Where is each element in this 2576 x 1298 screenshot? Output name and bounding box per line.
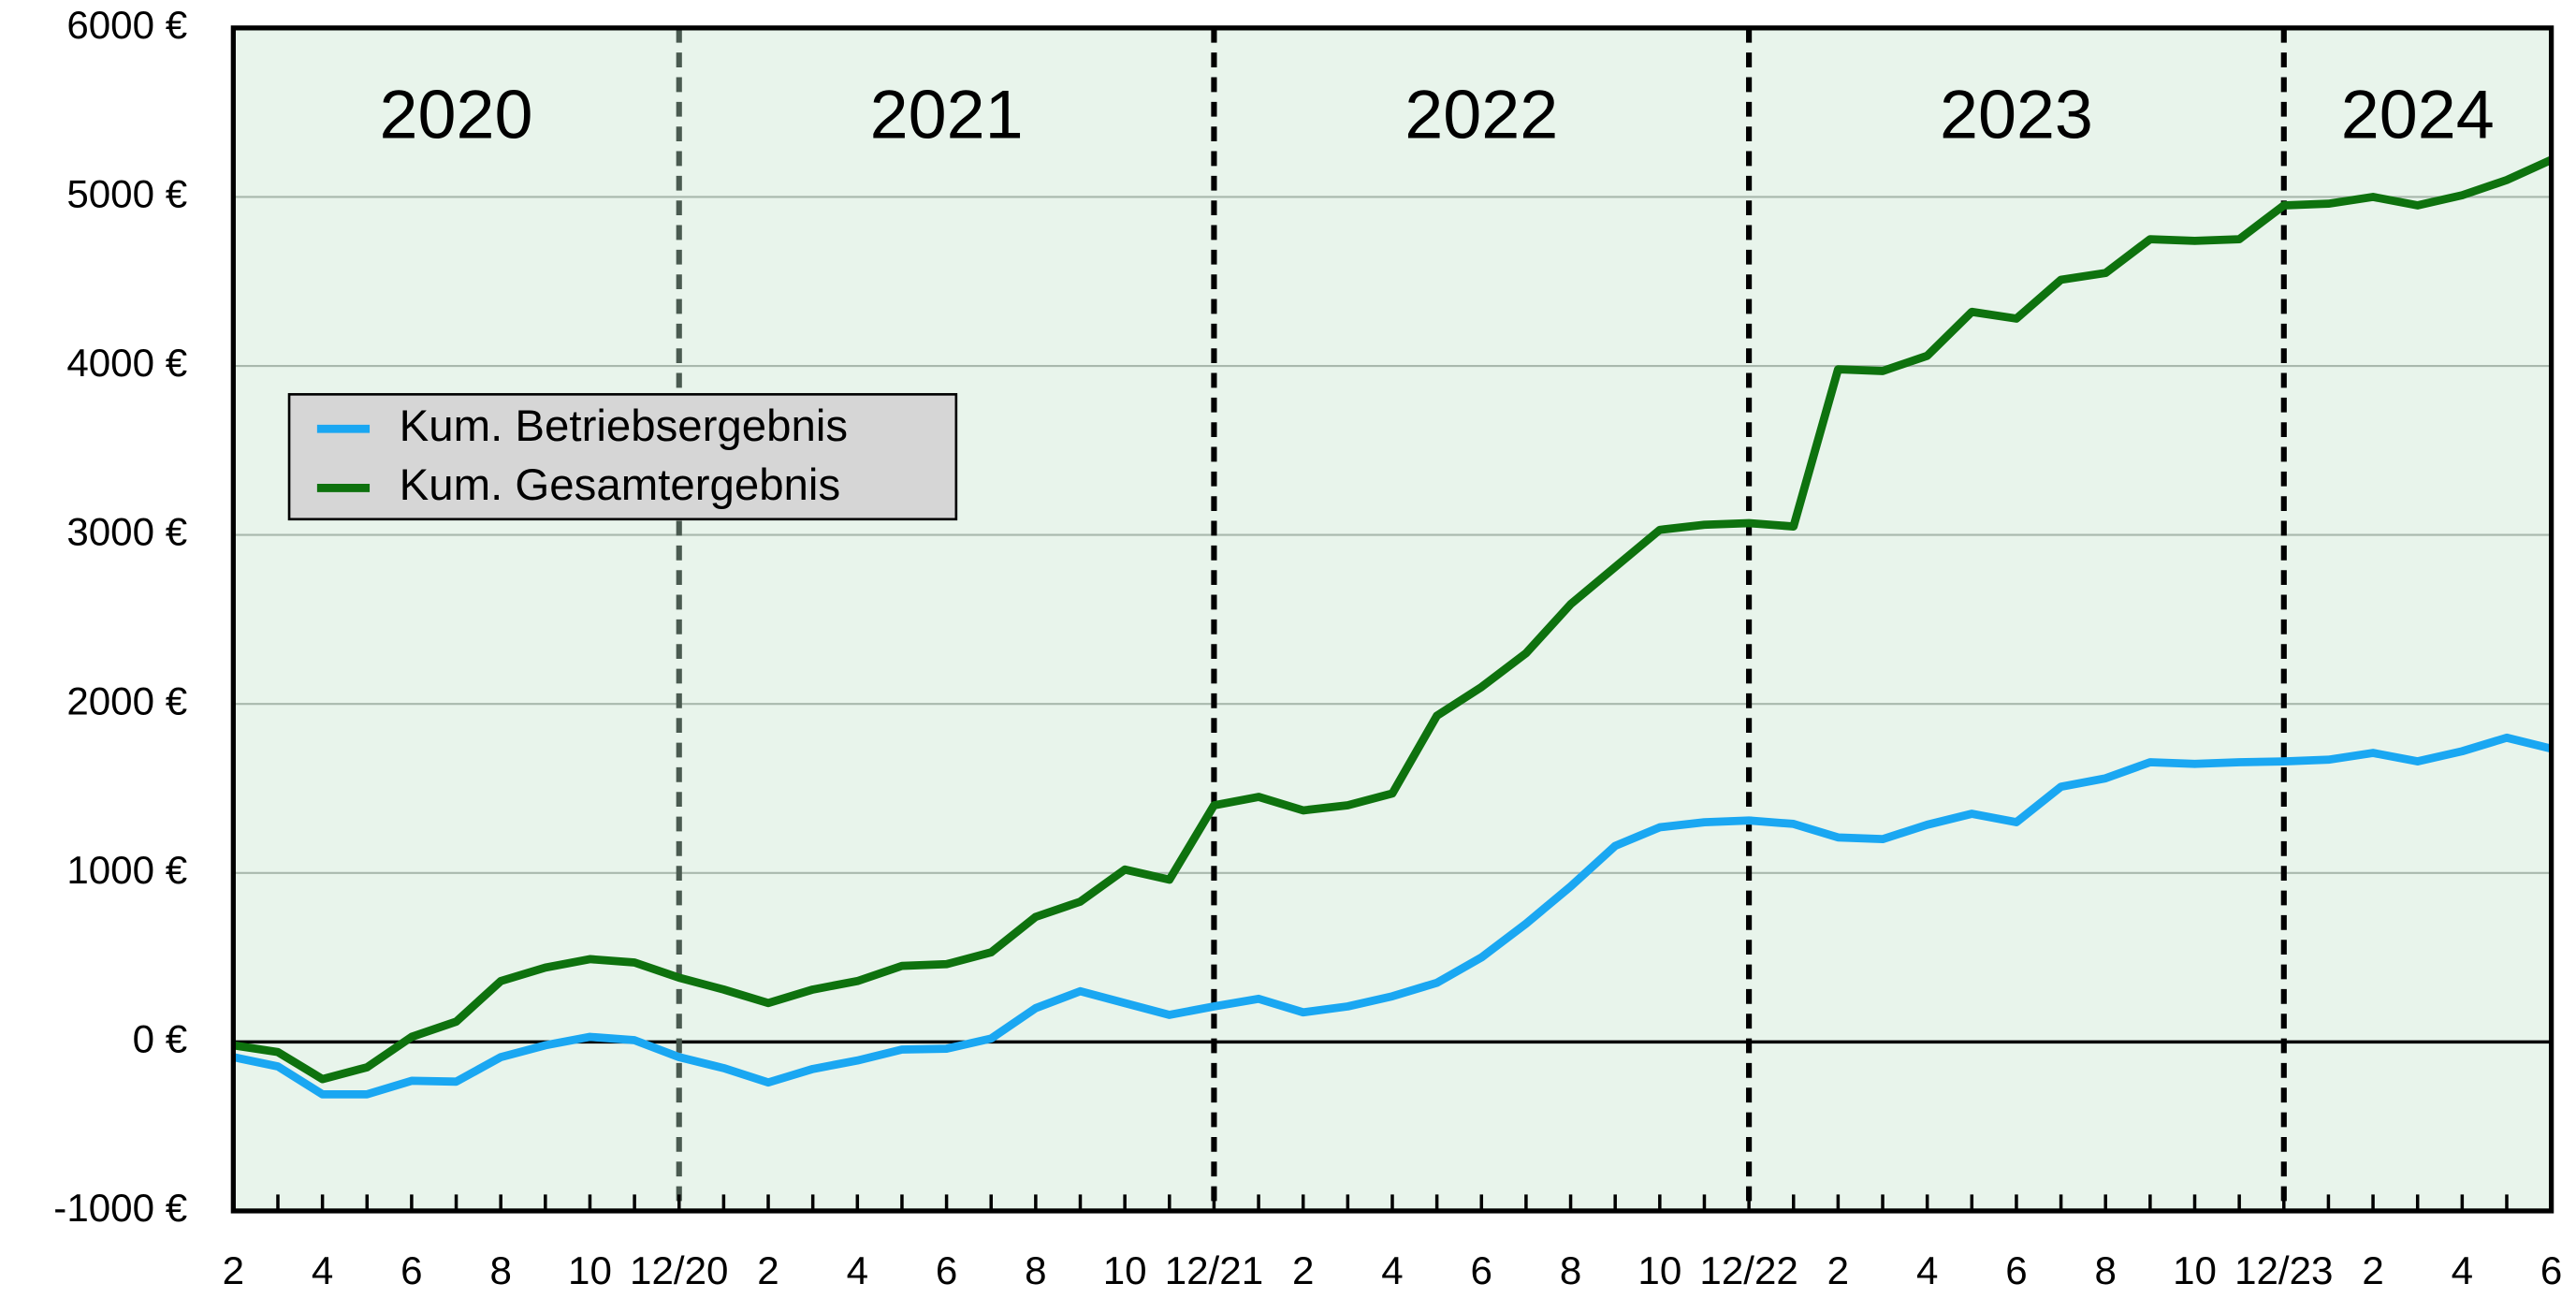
y-tick-label: 0 € [133, 1016, 188, 1060]
legend-label: Kum. Betriebsergebnis [400, 401, 848, 451]
x-tick-label: 2 [223, 1248, 244, 1292]
y-tick-label: 4000 € [66, 341, 187, 385]
x-tick-label: 4 [847, 1248, 868, 1292]
x-tick-label: 10 [2173, 1248, 2217, 1292]
x-tick-label: 8 [489, 1248, 511, 1292]
legend-label: Kum. Gesamtergebnis [400, 460, 840, 510]
x-tick-label: 12/22 [1699, 1248, 1797, 1292]
series-line [232, 733, 2553, 1099]
year-label: 2024 [2341, 76, 2495, 153]
x-tick-label: 2 [2362, 1248, 2383, 1292]
y-tick-label: 3000 € [66, 510, 187, 554]
y-tick-label: 6000 € [66, 3, 187, 47]
x-tick-label: 4 [2452, 1248, 2473, 1292]
x-tick-label: 8 [1560, 1248, 1581, 1292]
x-tick-label: 2 [1292, 1248, 1314, 1292]
legend-box [287, 393, 958, 521]
x-tick-label: 8 [2095, 1248, 2117, 1292]
x-tick-label: 8 [1025, 1248, 1046, 1292]
plot-background [233, 27, 2552, 1211]
year-label: 2022 [1404, 76, 1558, 153]
y-tick-label: 2000 € [66, 678, 187, 722]
y-tick-label: 1000 € [66, 848, 187, 892]
y-tick-label: -1000 € [53, 1186, 187, 1230]
x-tick-label: 6 [400, 1248, 422, 1292]
x-tick-label: 4 [1916, 1248, 1938, 1292]
series-line [232, 155, 2554, 1084]
legend: Kum. Betriebsergebnis Kum. Gesamtergebnis [287, 393, 958, 521]
x-tick-label: 6 [1471, 1248, 1492, 1292]
x-tick-label: 2 [1827, 1248, 1849, 1292]
x-tick-label: 4 [1381, 1248, 1403, 1292]
x-tick-label: 12/21 [1165, 1248, 1263, 1292]
plot-frame [230, 25, 2554, 1214]
x-tick-label: 2 [757, 1248, 779, 1292]
x-tick-label: 10 [568, 1248, 612, 1292]
x-tick-label: 10 [1103, 1248, 1147, 1292]
x-tick-label: 6 [2005, 1248, 2027, 1292]
year-label: 2023 [1940, 76, 2093, 153]
x-tick-label: 12/23 [2234, 1248, 2333, 1292]
y-tick-label: 5000 € [66, 172, 187, 216]
x-tick-label: 4 [312, 1248, 333, 1292]
year-label: 2021 [870, 76, 1024, 153]
x-tick-label: 10 [1637, 1248, 1681, 1292]
x-tick-label: 6 [936, 1248, 957, 1292]
x-tick-label: 6 [2540, 1248, 2562, 1292]
year-label: 2020 [380, 76, 533, 153]
x-tick-label: 12/20 [630, 1248, 728, 1292]
